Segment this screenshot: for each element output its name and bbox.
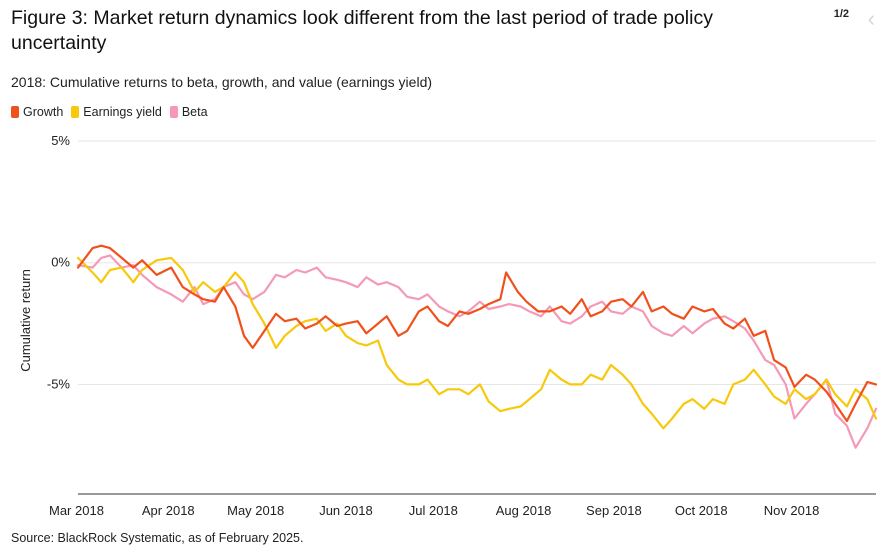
legend-item-beta[interactable]: Beta bbox=[169, 105, 208, 119]
x-tick-label: Aug 2018 bbox=[496, 503, 552, 518]
x-tick-label: Mar 2018 bbox=[49, 503, 104, 518]
legend-label-beta: Beta bbox=[181, 105, 208, 119]
x-tick-label: May 2018 bbox=[227, 503, 284, 518]
chevron-left-icon[interactable]: ‹ bbox=[867, 6, 875, 31]
y-tick-label: -5% bbox=[47, 376, 71, 391]
x-tick-label: Oct 2018 bbox=[675, 503, 728, 518]
y-tick-label: 5% bbox=[51, 133, 70, 148]
figure-title: Figure 3: Market return dynamics look di… bbox=[11, 7, 713, 54]
x-tick-label: Jul 2018 bbox=[409, 503, 458, 518]
legend-item-growth[interactable]: Growth bbox=[11, 105, 63, 119]
x-tick-label: Nov 2018 bbox=[764, 503, 820, 518]
series-line-beta bbox=[76, 254, 878, 449]
legend-label-growth: Growth bbox=[23, 105, 64, 119]
chart-legend: Growth Earnings yield Beta bbox=[11, 105, 208, 119]
x-tick-label: Jun 2018 bbox=[319, 503, 373, 518]
legend-swatch-beta bbox=[169, 106, 178, 118]
x-tick-label: Sep 2018 bbox=[586, 503, 642, 518]
source-note: Source: BlackRock Systematic, as of Febr… bbox=[11, 531, 304, 545]
chart-subtitle: 2018: Cumulative returns to beta, growth… bbox=[11, 74, 433, 90]
series-line-growth bbox=[76, 244, 878, 423]
legend-swatch-earnings-yield bbox=[71, 106, 80, 118]
legend-swatch-growth bbox=[11, 106, 19, 118]
page-indicator: 1/2 bbox=[833, 8, 849, 20]
legend-item-earnings-yield[interactable]: Earnings yield bbox=[71, 105, 162, 119]
y-tick-label: 0% bbox=[51, 255, 70, 270]
legend-label-earnings-yield: Earnings yield bbox=[83, 105, 162, 119]
x-tick-label: Apr 2018 bbox=[142, 503, 195, 518]
y-axis-title: Cumulative return bbox=[18, 269, 33, 372]
